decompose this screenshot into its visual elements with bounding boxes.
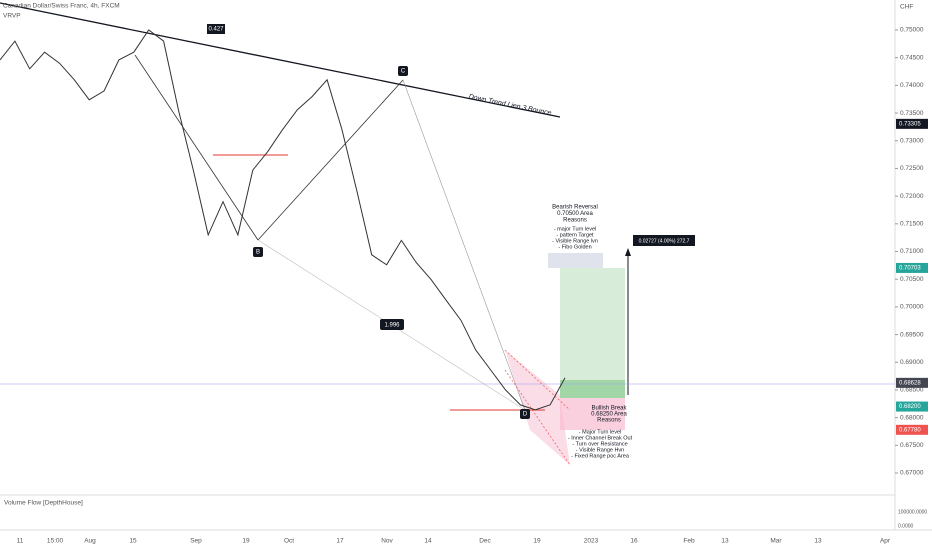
bear-reason: - Visible Range lvn bbox=[552, 238, 598, 244]
bull-reason: - Major Turn level bbox=[579, 429, 622, 435]
price-badge bbox=[896, 118, 928, 129]
y-tick-label: 0.71500 bbox=[900, 221, 924, 228]
bull-title: Bullish Break bbox=[591, 406, 627, 412]
point-badge bbox=[398, 66, 408, 76]
target-label-box bbox=[548, 253, 603, 268]
wave-line bbox=[257, 79, 404, 241]
x-tick-label: Sep bbox=[190, 538, 202, 545]
price-badge-label: 0.68628 bbox=[899, 380, 921, 386]
stop-zone bbox=[560, 398, 625, 430]
bull-title: 0.68250 Area bbox=[591, 412, 627, 418]
indicator-label: VRVP bbox=[3, 13, 21, 20]
channel-fill bbox=[505, 350, 570, 465]
price-badge-label: 0.70703 bbox=[899, 266, 921, 272]
bull-reason: - Visible Range Hvn bbox=[576, 447, 625, 453]
point-badge bbox=[253, 247, 263, 257]
y-tick-label: 0.71000 bbox=[900, 248, 924, 255]
ratio-label: 1.996 bbox=[384, 323, 400, 329]
y-tick-label: 0.67000 bbox=[900, 470, 924, 477]
point-label: C bbox=[401, 69, 406, 75]
volume-title: Volume Flow [DepthHouse] bbox=[4, 500, 83, 507]
bear-title: Reasons bbox=[563, 218, 587, 224]
x-tick-label: 19 bbox=[242, 538, 250, 545]
x-tick-label: 16 bbox=[630, 538, 638, 545]
y-tick-label: 0.73000 bbox=[900, 137, 924, 144]
y-tick-label: 0.74000 bbox=[900, 82, 924, 89]
y-tick-label: 0.72000 bbox=[900, 193, 924, 200]
x-tick-label: Nov bbox=[381, 538, 393, 545]
currency-label: CHF bbox=[900, 4, 913, 11]
price-badge-label: 0.68200 bbox=[899, 404, 921, 410]
y-tick-label: 0.68000 bbox=[900, 414, 924, 421]
y-tick-label: 0.70500 bbox=[900, 276, 924, 283]
x-tick-label: 13 bbox=[814, 538, 822, 545]
trend-line bbox=[0, 2, 561, 118]
ratio-badge bbox=[380, 319, 404, 330]
bear-title: 0.70500 Area bbox=[557, 211, 593, 217]
bear-reason: - Fibo Golden bbox=[558, 244, 591, 250]
top-label: 0.427 bbox=[208, 27, 224, 33]
y-tick-label: 0.72500 bbox=[900, 165, 924, 172]
bull-title: Reasons bbox=[597, 418, 621, 424]
y-tick-label: 0.70000 bbox=[900, 304, 924, 311]
y-tick-label: 0.69500 bbox=[900, 331, 924, 338]
x-tick-label: 15 bbox=[129, 538, 137, 545]
measure-box bbox=[633, 235, 695, 246]
volume-tick: 0.0000 bbox=[898, 523, 914, 529]
point-label: D bbox=[523, 412, 528, 418]
x-tick-label: 13 bbox=[721, 538, 729, 545]
point-badge bbox=[520, 409, 530, 419]
x-tick-label: Dec bbox=[479, 538, 491, 545]
x-tick-label: Feb bbox=[683, 538, 695, 545]
x-tick-label: 14 bbox=[424, 538, 432, 545]
x-tick-label: Oct bbox=[284, 538, 294, 545]
y-tick-label: 0.75000 bbox=[900, 27, 924, 34]
profit-zone bbox=[560, 268, 625, 398]
y-tick-label: 0.68500 bbox=[900, 387, 924, 394]
x-tick-label: Aug bbox=[84, 538, 96, 545]
y-tick-label: 0.73500 bbox=[900, 110, 924, 117]
measure-label: 0.02727 (4.00%) 272.7 bbox=[639, 238, 690, 244]
x-tick-label: 19 bbox=[533, 538, 541, 545]
wave-line bbox=[134, 54, 259, 241]
point-label: B bbox=[256, 250, 260, 256]
x-tick-label: Mar bbox=[770, 538, 782, 545]
y-tick-label: 0.67500 bbox=[900, 442, 924, 449]
price-badge bbox=[896, 262, 928, 273]
bear-reason: - major Turn level bbox=[554, 226, 597, 232]
price-badge bbox=[896, 401, 928, 412]
measure-arrowhead bbox=[625, 248, 631, 256]
symbol-title: Canadian Dollar/Swiss Franc, 4h, FXCM bbox=[3, 3, 120, 10]
x-tick-label: 2023 bbox=[584, 538, 599, 545]
price-line bbox=[0, 29, 566, 411]
top-badge bbox=[207, 24, 225, 34]
channel-line bbox=[504, 349, 571, 411]
bull-reason: - Turn over Resistance bbox=[572, 441, 627, 447]
bull-reason: - Fixed Range poc Area bbox=[571, 453, 630, 459]
channel-line bbox=[504, 369, 571, 466]
y-tick-label: 0.69000 bbox=[900, 359, 924, 366]
x-tick-label: 11 bbox=[17, 538, 24, 545]
price-badge bbox=[896, 424, 928, 435]
x-tick-label: 17 bbox=[336, 538, 344, 545]
price-badge-label: 0.73305 bbox=[899, 121, 921, 127]
wave-line bbox=[402, 79, 526, 411]
y-tick-label: 0.74500 bbox=[900, 54, 924, 61]
entry-zone bbox=[560, 380, 625, 398]
price-badge-label: 0.67780 bbox=[899, 427, 921, 433]
x-tick-label: 15:00 bbox=[47, 538, 64, 545]
bull-reason: - Inner Channel Break Out bbox=[568, 435, 633, 441]
bear-reason: - pattern Target bbox=[556, 232, 594, 238]
volume-tick: 100000.0000 bbox=[898, 509, 927, 515]
price-badge bbox=[896, 377, 928, 388]
bear-title: Bearish Reversal bbox=[552, 205, 598, 211]
x-tick-label: Apr bbox=[880, 538, 891, 545]
